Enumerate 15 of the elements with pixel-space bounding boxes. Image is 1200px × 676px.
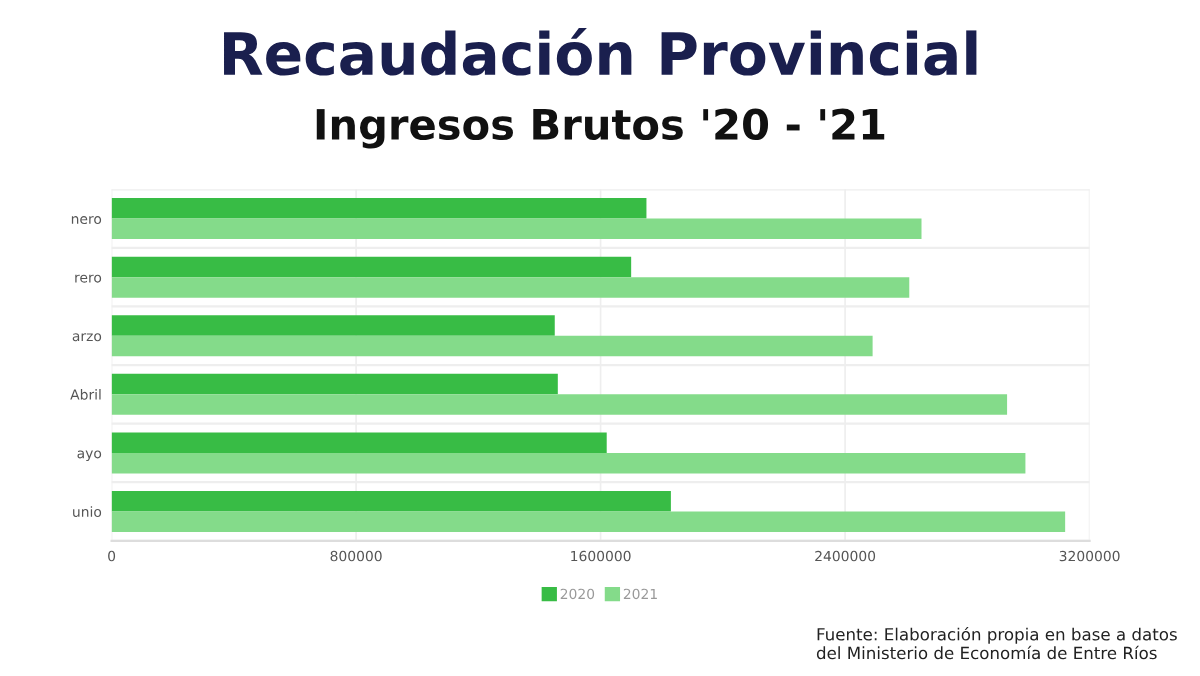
- bar: [111, 315, 555, 336]
- bar: [111, 452, 1026, 474]
- chart-subtitle: Ingresos Brutos '20 - '21: [316, 108, 885, 149]
- bar: [111, 432, 607, 453]
- chart-title: Recaudación Provincial: [224, 28, 977, 76]
- bar: [111, 218, 922, 240]
- source-note: Fuente: Elaboración propia en base a datos del Ministerio de Economía de Entre Ríos: [816, 627, 1177, 660]
- bar: [111, 373, 558, 395]
- bar: [111, 511, 1066, 533]
- bar: [111, 335, 873, 357]
- bar: [111, 491, 671, 512]
- bar: [111, 256, 632, 278]
- bar: [111, 277, 910, 298]
- bar: [111, 394, 1008, 415]
- bar: [111, 198, 647, 219]
